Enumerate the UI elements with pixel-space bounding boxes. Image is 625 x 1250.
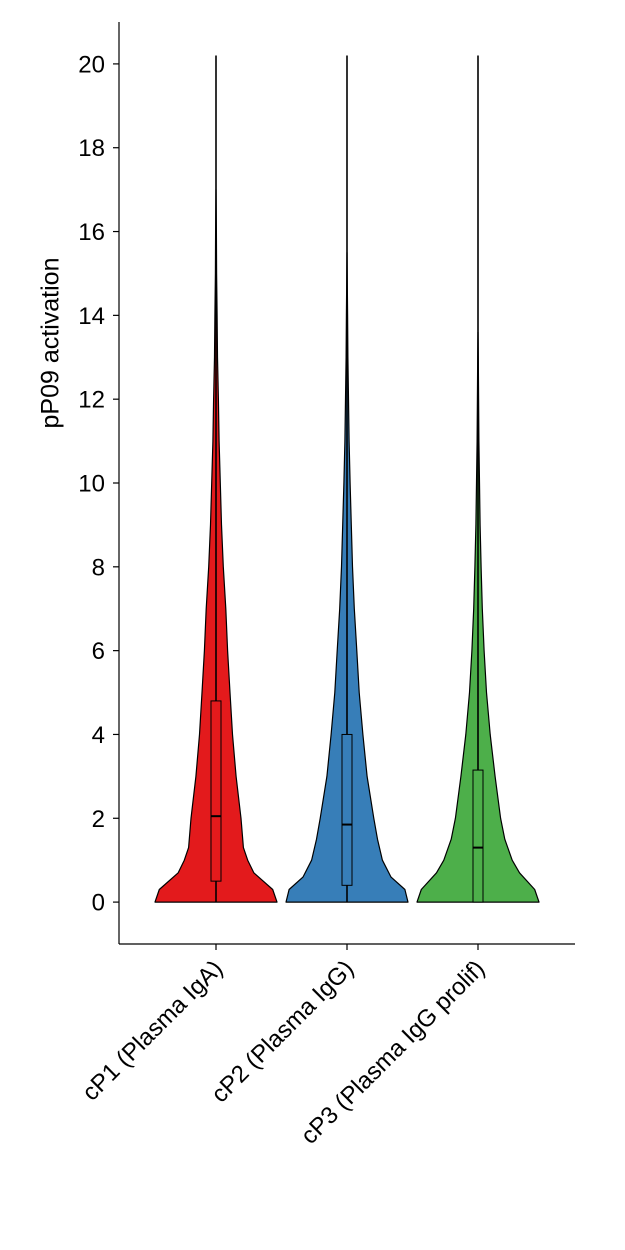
- violin-group: [416, 55, 540, 903]
- y-tick-label: 0: [92, 890, 105, 917]
- y-tick-label: 2: [92, 806, 105, 833]
- y-tick-label: 14: [78, 303, 105, 330]
- y-tick-label: 20: [78, 51, 105, 78]
- y-axis-ticks: 0 2 4 6 8 10 12 14 16 18 20: [78, 51, 119, 917]
- category-label: cP2 (Plasma IgG): [206, 955, 359, 1108]
- x-axis-ticks: cP1 (Plasma IgA)cP2 (Plasma IgG)cP3 (Pla…: [77, 944, 490, 1150]
- y-tick-label: 16: [78, 219, 105, 246]
- axes: 0 2 4 6 8 10 12 14 16 18 20 cP1 (Plasma IgA)cP2 (P…: [77, 22, 575, 1150]
- category-label: cP1 (Plasma IgA): [77, 955, 228, 1106]
- box-iqr: [210, 700, 222, 882]
- y-tick-label: 12: [78, 387, 105, 414]
- y-tick-label: 6: [92, 638, 105, 665]
- y-tick-label: 4: [92, 722, 105, 749]
- violin-group: [154, 55, 278, 903]
- y-tick-label: 18: [78, 135, 105, 162]
- violins: [154, 55, 540, 903]
- box-iqr: [341, 733, 353, 886]
- y-tick-label: 8: [92, 554, 105, 581]
- y-tick-label: 10: [78, 471, 105, 498]
- box-iqr: [472, 769, 484, 903]
- y-axis-title: pP09 activation: [37, 258, 65, 429]
- violin-group: [285, 55, 409, 903]
